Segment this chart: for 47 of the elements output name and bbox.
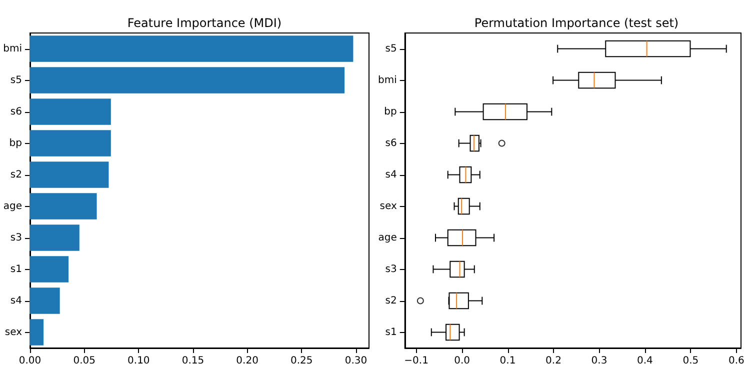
x-tick-label: 0.5 (682, 356, 699, 366)
bar (30, 224, 80, 251)
bar (30, 36, 354, 62)
x-tick-label: 0.1 (500, 356, 516, 366)
y-tick-label: s5 (10, 74, 22, 86)
y-tick-label: s2 (10, 169, 22, 180)
x-tick-label: 0.6 (728, 356, 744, 366)
x-tick-label: 0.2 (546, 356, 562, 366)
y-tick-label: s5 (385, 43, 397, 54)
bar (30, 130, 111, 156)
y-tick-label: sex (380, 200, 397, 212)
bar (30, 67, 345, 94)
y-tick-label: s6 (10, 106, 22, 118)
y-tick-label: bmi (3, 43, 22, 54)
y-tick-label: s6 (385, 138, 397, 149)
bar (30, 288, 60, 314)
x-tick-label: 0.00 (18, 356, 42, 366)
y-tick-label: s3 (385, 264, 397, 275)
bar (30, 319, 44, 346)
x-tick-label: 0.0 (454, 356, 470, 366)
y-tick-label: s1 (385, 326, 397, 338)
y-tick-label: s3 (10, 232, 22, 244)
y-tick-label: bp (384, 106, 397, 118)
bar (30, 162, 109, 188)
bar (30, 256, 69, 282)
y-tick-label: s2 (385, 295, 397, 306)
x-tick-label: 0.25 (290, 356, 313, 366)
y-tick-label: s4 (10, 295, 22, 306)
x-tick-label: 0.30 (344, 356, 368, 366)
y-tick-label: s1 (10, 264, 22, 275)
y-tick-label: age (378, 232, 397, 244)
y-tick-label: s4 (385, 169, 397, 180)
chart-title: Feature Importance (MDI) (127, 16, 282, 30)
x-tick-label: −0.1 (404, 356, 428, 366)
y-tick-label: age (3, 200, 22, 212)
y-tick-label: bmi (378, 74, 397, 86)
x-tick-label: 0.10 (128, 356, 150, 366)
x-tick-label: 0.15 (182, 356, 204, 366)
y-tick-label: bp (9, 138, 22, 149)
x-tick-label: 0.4 (637, 356, 653, 366)
y-tick-label: sex (4, 326, 22, 338)
x-tick-label: 0.05 (73, 356, 96, 366)
bar (30, 98, 111, 125)
chart-title: Permutation Importance (test set) (474, 16, 679, 30)
bar (30, 193, 97, 220)
x-tick-label: 0.3 (591, 356, 608, 366)
x-tick-label: 0.20 (236, 356, 258, 366)
